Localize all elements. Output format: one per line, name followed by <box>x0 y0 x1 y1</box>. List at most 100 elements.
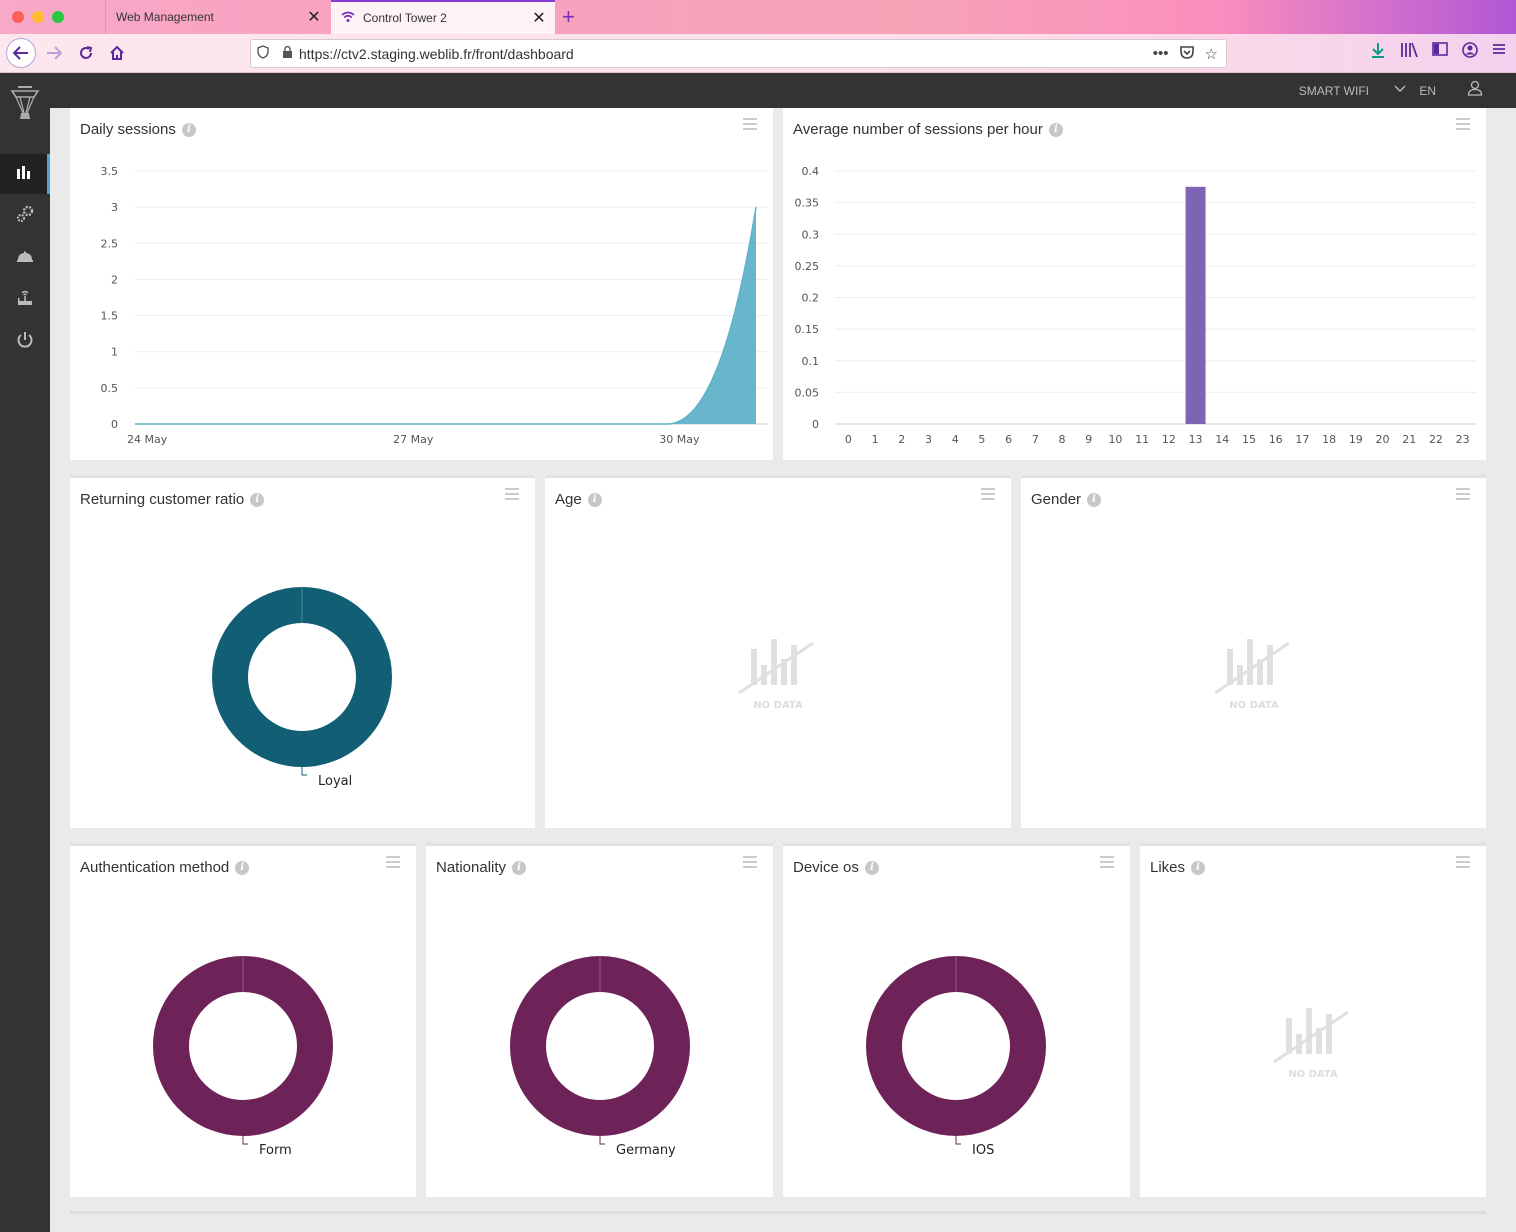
maximize-window-button[interactable] <box>52 11 64 23</box>
series-line <box>135 207 757 425</box>
shield-icon[interactable] <box>251 45 275 62</box>
url-input[interactable] <box>299 45 1153 62</box>
bottom-divider <box>70 1211 1486 1214</box>
user-icon[interactable] <box>1467 80 1483 101</box>
info-icon[interactable]: i <box>1087 492 1102 507</box>
lock-icon[interactable] <box>275 45 299 62</box>
home-icon[interactable] <box>103 39 131 67</box>
language-selector[interactable]: EN <box>1419 84 1436 98</box>
x-tick-label: 23 <box>1456 433 1470 446</box>
download-icon[interactable] <box>1370 42 1386 63</box>
authentication-method-donut: Form <box>153 956 333 1158</box>
info-icon[interactable]: i <box>1191 860 1206 875</box>
card-menu-icon[interactable] <box>1100 856 1114 868</box>
browser-nav-bar: ••• ☆ <box>0 34 1516 73</box>
no-data-chart-icon: NO DATA <box>738 639 814 711</box>
minimize-window-button[interactable] <box>32 11 44 23</box>
sidebar-item-logout[interactable] <box>0 322 50 362</box>
reload-icon[interactable] <box>72 39 100 67</box>
x-tick-label: 17 <box>1295 433 1309 446</box>
close-tab-icon[interactable]: ✕ <box>307 9 321 26</box>
slice-label: Germany <box>616 1143 676 1158</box>
info-icon[interactable]: i <box>250 492 265 507</box>
card-menu-icon[interactable] <box>505 488 519 500</box>
donut-slice[interactable] <box>866 956 1046 1136</box>
card-menu-icon[interactable] <box>981 488 995 500</box>
card-title: Returning customer ratio i <box>80 491 265 508</box>
library-icon[interactable] <box>1400 42 1418 63</box>
card-menu-icon[interactable] <box>1456 856 1470 868</box>
card-menu-icon[interactable] <box>743 856 757 868</box>
y-tick-label: 0.35 <box>795 197 820 210</box>
donut-slice[interactable] <box>510 956 690 1136</box>
y-tick-label: 3 <box>111 201 118 214</box>
x-tick-label: 12 <box>1162 433 1176 446</box>
age-card: Age i NO DATA <box>545 475 1011 828</box>
bookmark-star-icon[interactable]: ☆ <box>1204 45 1218 63</box>
donut-slice[interactable] <box>212 587 392 767</box>
bar[interactable] <box>1185 186 1206 424</box>
browser-tab-control-tower[interactable]: Control Tower 2 ✕ <box>331 0 555 34</box>
sidebar-item-hotspots[interactable] <box>0 280 50 320</box>
back-arrow-icon[interactable] <box>6 38 36 68</box>
y-tick-label: 0.1 <box>802 355 820 368</box>
x-tick-label: 18 <box>1322 433 1336 446</box>
x-tick-label: 5 <box>978 433 985 446</box>
sidebar-item-dashboard[interactable] <box>0 154 50 194</box>
x-tick-label: 0 <box>845 433 852 446</box>
bar-chart-icon <box>16 164 32 184</box>
card-menu-icon[interactable] <box>1456 488 1470 500</box>
nationality-card: Nationality i Germany <box>426 843 773 1197</box>
device-os-donut: IOS <box>866 956 1046 1158</box>
info-icon[interactable]: i <box>1048 122 1063 137</box>
sessions-per-hour-card: Average number of sessions per hour i 0 0… <box>783 108 1486 460</box>
browser-tab-bar: Web Management ✕ Control Tower 2 ✕ + <box>0 0 1516 34</box>
router-icon <box>16 289 34 312</box>
sidebar-item-captive-portal[interactable] <box>0 238 50 278</box>
hamburger-menu-icon[interactable] <box>1492 42 1506 63</box>
info-icon[interactable]: i <box>512 860 527 875</box>
forward-arrow-icon[interactable] <box>40 39 68 67</box>
info-icon[interactable]: i <box>235 860 250 875</box>
authentication-method-card: Authentication method i Form <box>70 843 416 1197</box>
x-tick-label: 15 <box>1242 433 1256 446</box>
info-icon[interactable]: i <box>864 860 879 875</box>
pocket-icon[interactable] <box>1179 45 1195 63</box>
daily-sessions-card: Daily sessions i 0 0.5 1 1.5 2 2.5 3 3.5 24 May 2… <box>70 108 773 460</box>
donut-slice[interactable] <box>153 956 333 1136</box>
new-tab-plus-icon[interactable]: + <box>562 4 575 29</box>
browser-tab-web-management[interactable]: Web Management ✕ <box>105 0 330 34</box>
info-icon[interactable]: i <box>181 122 196 137</box>
x-tick-label: 1 <box>872 433 879 446</box>
returning-customer-card: Returning customer ratio i Loyal <box>70 475 535 828</box>
y-tick-label: 2 <box>111 273 118 286</box>
y-tick-label: 0.5 <box>101 382 119 395</box>
close-window-button[interactable] <box>12 11 24 23</box>
card-title-text: Device os <box>793 859 859 876</box>
card-menu-icon[interactable] <box>743 118 757 130</box>
address-bar[interactable]: ••• ☆ <box>250 39 1227 68</box>
info-icon[interactable]: i <box>587 492 602 507</box>
chevron-down-icon[interactable] <box>1394 82 1406 96</box>
x-tick-label: 19 <box>1349 433 1363 446</box>
x-tick-label: 30 May <box>659 433 700 446</box>
cloche-icon <box>16 248 34 268</box>
gender-card: Gender i NO DATA <box>1021 475 1486 828</box>
more-actions-icon[interactable]: ••• <box>1152 44 1169 62</box>
card-menu-icon[interactable] <box>386 856 400 868</box>
card-title-text: Daily sessions <box>80 121 176 138</box>
y-tick-label: 1.5 <box>101 310 119 323</box>
card-title-text: Nationality <box>436 859 507 876</box>
control-tower-logo-icon[interactable] <box>10 83 40 123</box>
card-title: Authentication method i <box>80 859 250 876</box>
account-icon[interactable] <box>1462 42 1478 63</box>
card-title-text: Age <box>555 491 582 508</box>
y-tick-label: 0.05 <box>795 386 820 399</box>
power-icon <box>16 331 34 354</box>
product-switcher[interactable]: SMART WIFI <box>1298 84 1369 98</box>
card-title: Nationality i <box>436 859 527 876</box>
close-tab-icon[interactable]: ✕ <box>532 10 546 27</box>
sidebar-item-settings[interactable] <box>0 196 50 236</box>
card-menu-icon[interactable] <box>1456 118 1470 130</box>
sidebar-toggle-icon[interactable] <box>1432 42 1448 63</box>
